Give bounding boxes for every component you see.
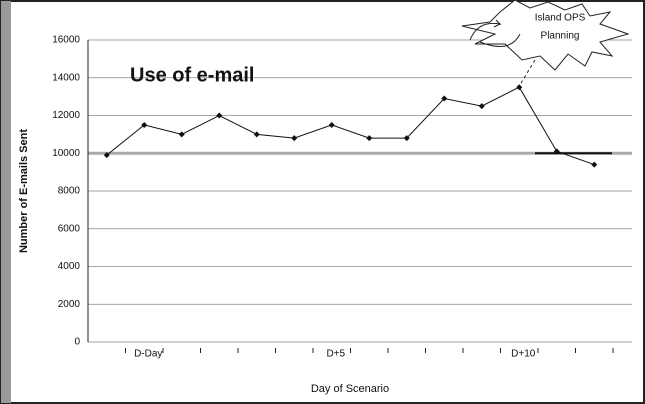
y-tick-label: 10000 [52,148,80,159]
point [253,131,260,138]
point [516,84,523,91]
y-tick-label: 6000 [58,223,81,234]
x-tick-label: D+10 [511,349,536,360]
point [403,135,410,142]
point [328,121,335,128]
y-tick-label: 12000 [52,110,80,121]
x-axis-title: Day of Scenario [311,383,389,395]
point [441,95,448,102]
y-tick-label: 8000 [58,186,81,197]
y-tick-label: 14000 [52,72,80,83]
point [216,112,223,119]
point [478,103,485,110]
point [103,152,110,159]
point [141,121,148,128]
frame-strip [1,1,11,403]
point [591,161,598,168]
line [106,86,595,166]
point [366,135,373,142]
point [178,131,185,138]
y-tick-label: 0 [74,337,80,348]
y-tick-label: 2000 [58,299,81,310]
chart-title: Use of e-mail [130,64,254,86]
point [291,135,298,142]
point [553,148,560,155]
annotation-line: Island OPS [535,13,586,24]
starburst [461,0,630,71]
y-axis-title: Number of E-mails Sent [18,129,30,253]
x-tick-label: D+5 [326,349,345,360]
x-tick-label: D-Day [134,349,162,360]
y-tick-label: 16000 [52,35,80,46]
cycle-arrow [469,19,521,47]
annotation-line: Planning [541,31,580,42]
y-tick-label: 4000 [58,261,81,272]
